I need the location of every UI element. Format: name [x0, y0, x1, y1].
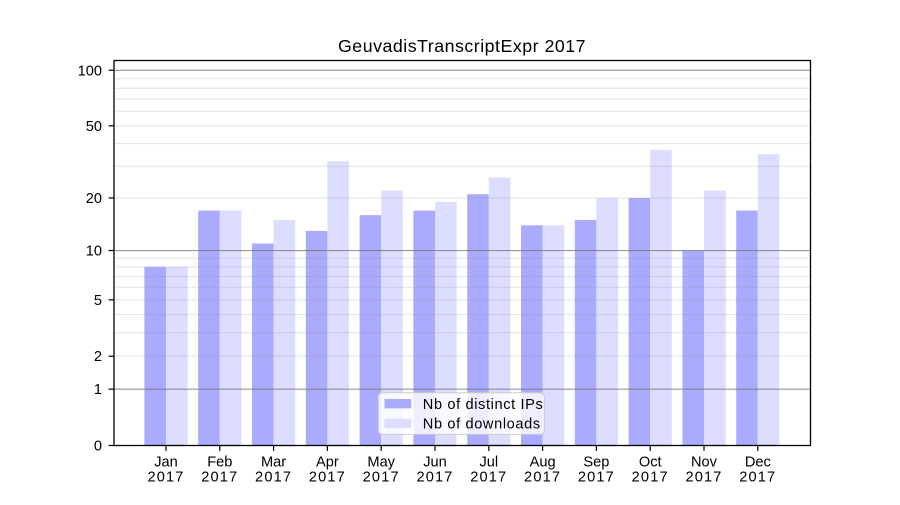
svg-text:2017: 2017 — [201, 470, 238, 486]
svg-text:2017: 2017 — [255, 470, 292, 486]
svg-text:Mar: Mar — [261, 455, 286, 471]
svg-text:Oct: Oct — [639, 455, 662, 471]
svg-text:50: 50 — [86, 119, 102, 135]
svg-text:Jun: Jun — [423, 455, 447, 471]
svg-text:2: 2 — [94, 349, 102, 365]
svg-text:Jul: Jul — [479, 455, 498, 471]
svg-text:Aug: Aug — [530, 455, 556, 471]
svg-text:Nov: Nov — [691, 455, 718, 471]
svg-text:Apr: Apr — [316, 455, 339, 471]
svg-text:GeuvadisTranscriptExpr 2017: GeuvadisTranscriptExpr 2017 — [338, 36, 586, 56]
svg-text:5: 5 — [94, 293, 102, 309]
svg-text:1: 1 — [94, 382, 102, 398]
svg-text:2017: 2017 — [524, 470, 561, 486]
svg-text:2017: 2017 — [632, 470, 669, 486]
svg-text:2017: 2017 — [739, 470, 776, 486]
svg-text:2017: 2017 — [470, 470, 507, 486]
svg-text:Feb: Feb — [207, 455, 232, 471]
svg-text:20: 20 — [86, 191, 102, 207]
svg-text:May: May — [367, 455, 395, 471]
svg-text:Jan: Jan — [154, 455, 178, 471]
svg-text:10: 10 — [86, 244, 102, 260]
svg-text:Nb of downloads: Nb of downloads — [423, 417, 541, 433]
svg-text:2017: 2017 — [363, 470, 400, 486]
svg-text:0: 0 — [94, 439, 102, 455]
svg-text:Nb of distinct IPs: Nb of distinct IPs — [423, 397, 544, 413]
svg-text:Sep: Sep — [583, 455, 609, 471]
svg-text:2017: 2017 — [147, 470, 184, 486]
svg-text:2017: 2017 — [309, 470, 346, 486]
svg-text:100: 100 — [78, 63, 102, 79]
svg-text:2017: 2017 — [578, 470, 615, 486]
svg-text:2017: 2017 — [416, 470, 453, 486]
svg-text:Dec: Dec — [745, 455, 771, 471]
svg-text:2017: 2017 — [685, 470, 722, 486]
